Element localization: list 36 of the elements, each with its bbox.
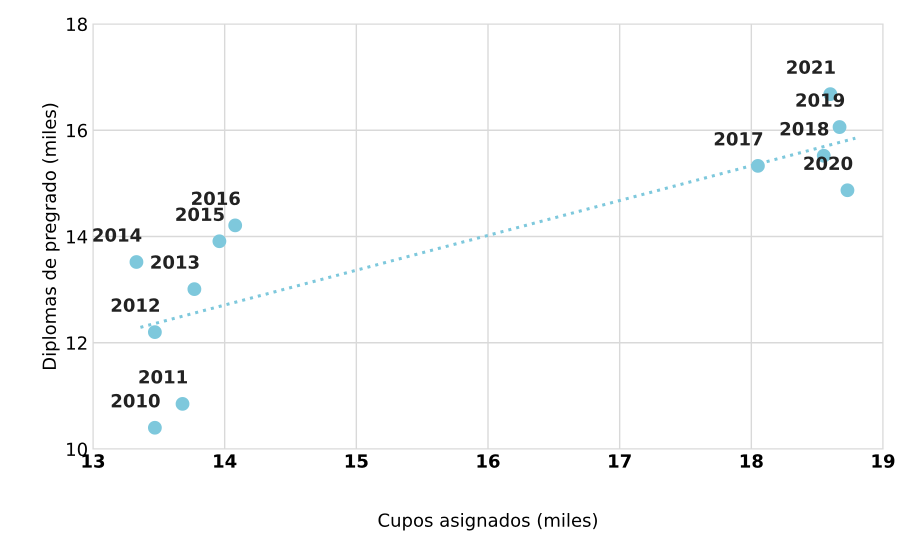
y-tick-label: 10 — [67, 442, 87, 456]
x-tick-label: 17 — [609, 454, 631, 468]
y-tick-label: 12 — [67, 336, 86, 350]
annotation: 2015 — [176, 207, 224, 222]
x-tick-label: 16 — [477, 454, 500, 468]
annotation: 2014 — [93, 228, 142, 242]
annotation: 2011 — [139, 370, 187, 384]
annotation: 2019 — [796, 93, 844, 107]
point — [176, 396, 190, 411]
annotation: 2017 — [714, 132, 762, 146]
x-tick-label: 13 — [82, 454, 104, 468]
y-axis-title: Diplomas de pregrado (miles) — [42, 104, 60, 370]
point — [187, 282, 202, 296]
annotation: 2012 — [112, 298, 159, 312]
x-tick-label: 14 — [214, 454, 236, 468]
point — [212, 234, 226, 248]
y-tick-label: 14 — [67, 230, 88, 244]
annotation: 2021 — [787, 60, 835, 74]
x-tick-label: 15 — [346, 454, 368, 468]
point — [751, 158, 765, 173]
point — [148, 420, 162, 435]
annotation: 2010 — [112, 394, 160, 408]
point — [832, 120, 846, 134]
point — [840, 183, 854, 198]
x-axis-title: Cupos asignados (miles) — [378, 513, 597, 530]
point — [130, 255, 144, 269]
y-tick-label: 18 — [67, 17, 87, 32]
annotation: 2013 — [151, 255, 199, 269]
annotation: 2016 — [192, 192, 240, 206]
y-tick-label: 16 — [67, 124, 87, 138]
x-tick-label: 18 — [740, 454, 763, 468]
point — [148, 325, 162, 340]
annotation: 2018 — [780, 122, 828, 136]
point — [228, 218, 242, 232]
annotation: 2020 — [804, 156, 852, 170]
x-tick-label: 19 — [872, 454, 894, 468]
